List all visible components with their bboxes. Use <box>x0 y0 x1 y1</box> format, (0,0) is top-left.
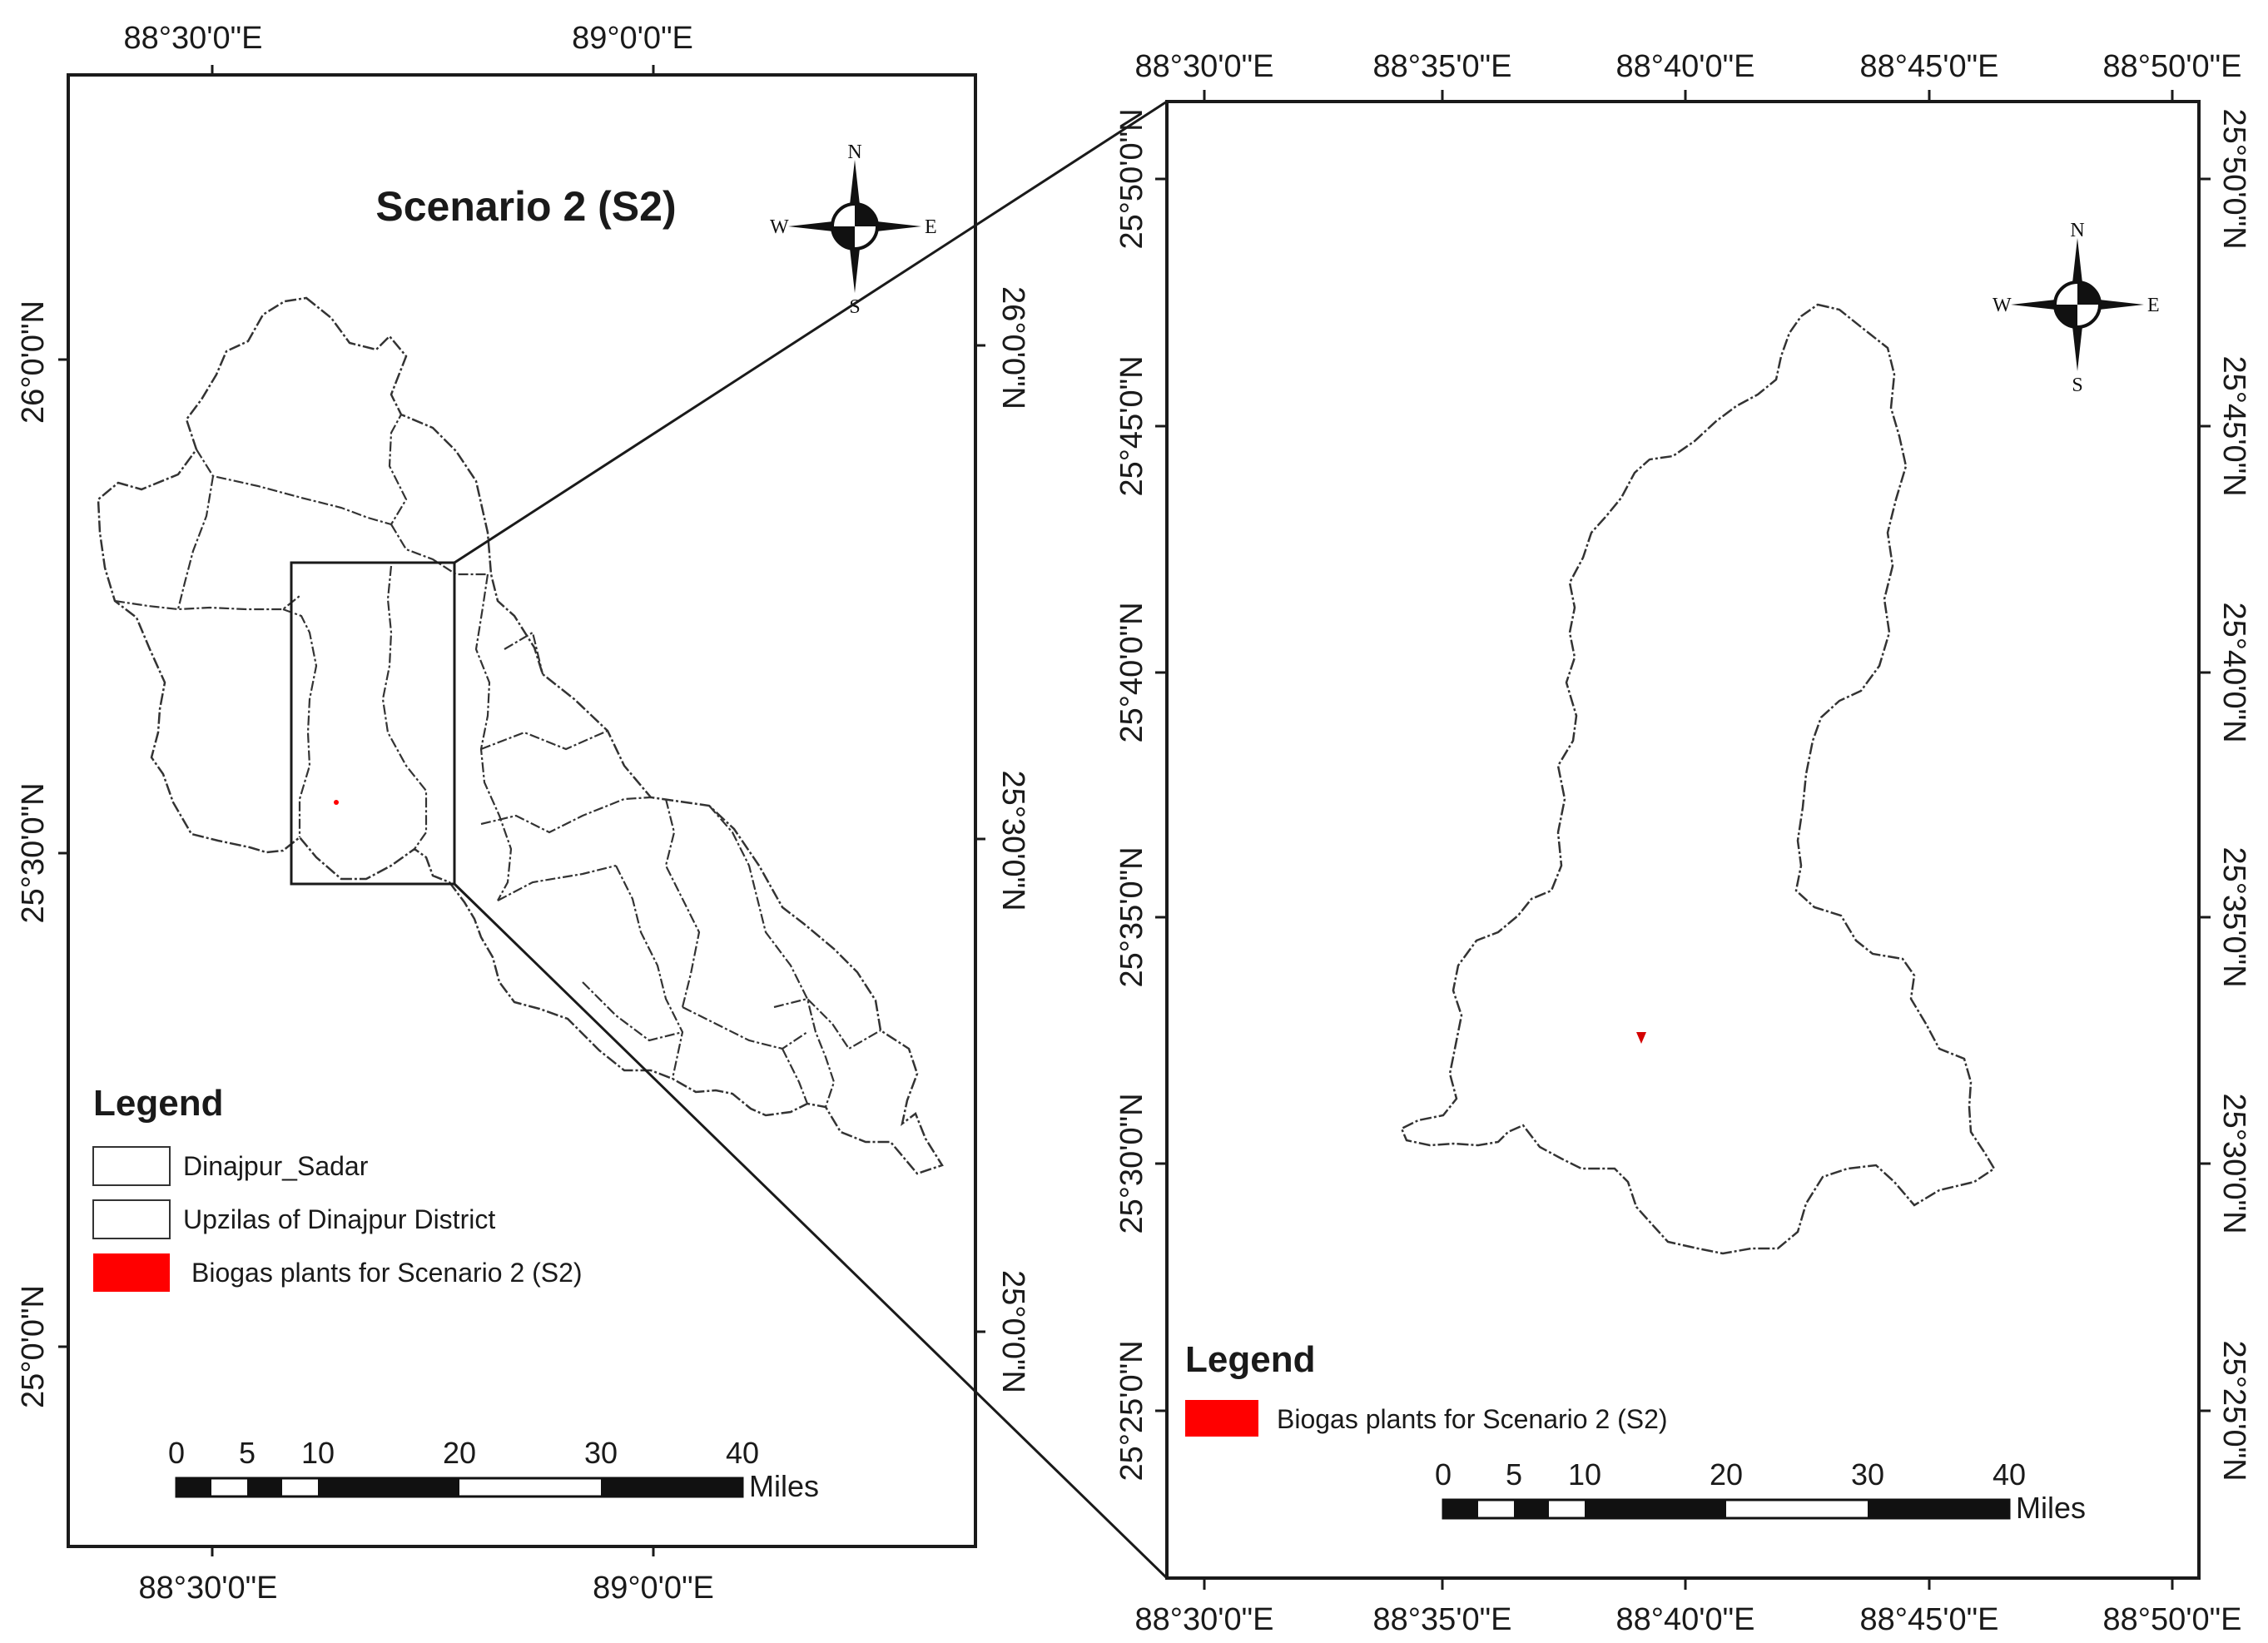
biogas-plant-marker <box>1636 1032 1646 1044</box>
right-top-lon-label: 88°35'0"E <box>1373 49 1512 84</box>
scale-tick-label: 30 <box>584 1436 618 1470</box>
right-right-lat-label: 25°25'0"N <box>2216 1340 2251 1481</box>
legend-label-plants: Biogas plants for Scenario 2 (S2) <box>1277 1404 1668 1434</box>
dinajpur-sadar-outline <box>1400 303 1996 1255</box>
right-right-lat-label: 25°45'0"N <box>2216 355 2251 496</box>
right-bottom-lon-label: 88°30'0"E <box>1135 1602 1274 1637</box>
right-right-lat-label: 25°35'0"N <box>2216 846 2251 987</box>
left-legend-title: Legend <box>93 1083 223 1124</box>
right-bottom-lon-label: 88°35'0"E <box>1373 1602 1512 1637</box>
right-bottom-lon-label: 88°40'0"E <box>1616 1602 1755 1637</box>
right-legend: Legend Biogas plants for Scenario 2 (S2) <box>1185 1339 1668 1437</box>
scale-tick-label: 20 <box>1710 1457 1743 1492</box>
right-right-lat-label: 25°40'0"N <box>2216 602 2251 742</box>
left-legend: Legend Dinajpur_Sadar Upzilas of Dinajpu… <box>92 1083 583 1292</box>
upazila-boundaries <box>114 414 881 1108</box>
compass-n: N <box>2070 220 2084 241</box>
right-right-lat-label: 25°30'0"N <box>2216 1093 2251 1233</box>
legend-label-plants: Biogas plants for Scenario 2 (S2) <box>191 1258 583 1288</box>
left-lat-label: 25°30'0"N <box>16 782 51 923</box>
scale-unit: Miles <box>749 1469 819 1503</box>
compass-rose-icon: N S E W <box>1993 220 2160 396</box>
right-left-lat-label: 25°25'0"N <box>1114 1340 1149 1481</box>
biogas-plant-marker <box>334 800 339 805</box>
right-top-lon-label: 88°45'0"E <box>1860 49 1999 84</box>
right-scale-bar: 0 5 10 20 30 40 Miles <box>1435 1457 2086 1525</box>
right-left-lat-label: 25°45'0"N <box>1114 355 1149 496</box>
left-inner-lat-label: 25°30'0"N <box>995 770 1030 911</box>
scale-tick-label: 5 <box>239 1436 256 1470</box>
dinajpur-district-outline <box>97 296 944 1175</box>
legend-swatch-outline <box>92 1199 171 1239</box>
compass-s: S <box>2072 375 2082 396</box>
right-map-panel: 88°30'0"E 88°35'0"E 88°40'0"E 88°45'0"E … <box>1114 49 2251 1637</box>
left-bottom-lon-label: 89°0'0"E <box>593 1571 714 1606</box>
left-map-title: Scenario 2 (S2) <box>375 183 676 230</box>
right-top-lon-label: 88°40'0"E <box>1616 49 1755 84</box>
compass-w: W <box>1993 295 2012 316</box>
left-top-lon-label: 89°0'0"E <box>572 21 693 56</box>
compass-w: W <box>770 216 789 238</box>
scale-unit: Miles <box>2016 1491 2086 1525</box>
compass-e: E <box>2147 295 2160 316</box>
legend-label-sadar: Dinajpur_Sadar <box>183 1151 369 1181</box>
right-right-lat-label: 25°50'0"N <box>2216 108 2251 249</box>
compass-rose-icon: N S E W <box>770 141 937 318</box>
right-map-ticks <box>1155 90 2211 1590</box>
legend-swatch-outline <box>92 1146 171 1186</box>
scale-tick-label: 0 <box>168 1436 185 1470</box>
scale-tick-label: 30 <box>1851 1457 1884 1492</box>
scale-tick-label: 40 <box>1993 1457 2026 1492</box>
right-legend-title: Legend <box>1185 1339 1315 1380</box>
left-inner-lat-label: 26°0'0"N <box>995 286 1030 410</box>
scale-tick-label: 40 <box>726 1436 759 1470</box>
left-top-lon-label: 88°30'0"E <box>124 21 263 56</box>
right-top-lon-label: 88°30'0"E <box>1135 49 1274 84</box>
compass-e: E <box>925 216 937 238</box>
legend-swatch-plant <box>1185 1400 1258 1437</box>
left-scale-bar: 0 5 10 20 30 40 Miles <box>168 1436 819 1503</box>
compass-n: N <box>847 141 861 163</box>
legend-swatch-plant <box>93 1253 170 1292</box>
scale-tick-label: 5 <box>1506 1457 1522 1492</box>
scale-tick-label: 10 <box>301 1436 335 1470</box>
left-map-frame <box>67 73 977 1548</box>
right-top-lon-label: 88°50'0"E <box>2103 49 2242 84</box>
left-lat-label: 25°0'0"N <box>16 1285 51 1408</box>
right-left-lat-label: 25°35'0"N <box>1114 846 1149 987</box>
right-bottom-lon-label: 88°50'0"E <box>2103 1602 2242 1637</box>
right-bottom-lon-label: 88°45'0"E <box>1860 1602 1999 1637</box>
left-bottom-lon-label: 88°30'0"E <box>139 1571 278 1606</box>
legend-label-upazilas: Upzilas of Dinajpur District <box>183 1204 495 1234</box>
sadar-extent-box <box>290 561 456 886</box>
left-map-ticks <box>58 65 985 1556</box>
scale-tick-label: 20 <box>443 1436 476 1470</box>
left-lat-label: 26°0'0"N <box>16 300 51 424</box>
scale-tick-label: 10 <box>1568 1457 1601 1492</box>
right-left-lat-label: 25°40'0"N <box>1114 602 1149 742</box>
zoom-connector-lines <box>453 100 1169 1580</box>
right-map-frame <box>1165 100 2201 1580</box>
left-inner-lat-label: 25°0'0"N <box>995 1270 1030 1393</box>
scale-tick-label: 0 <box>1435 1457 1452 1492</box>
right-left-lat-label: 25°50'0"N <box>1114 108 1149 249</box>
left-map-panel: 88°30'0"E 89°0'0"E 88°30'0"E 89°0'0"E 26… <box>16 21 1030 1606</box>
right-left-lat-label: 25°30'0"N <box>1114 1093 1149 1233</box>
